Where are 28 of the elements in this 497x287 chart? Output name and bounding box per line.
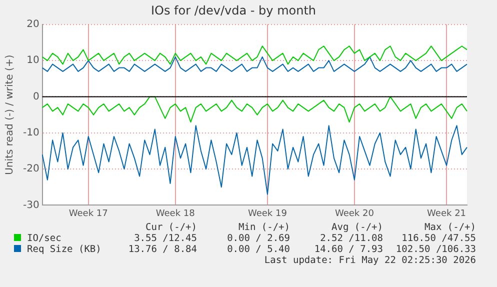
x-tick-label: Week 19 xyxy=(248,208,288,219)
y-tick-label: -10 xyxy=(22,127,40,138)
text: 13.76 / 8.84 xyxy=(128,244,197,255)
text: 2.52 /11.08 xyxy=(320,233,383,244)
text: 116.50 /47.55 xyxy=(402,233,476,244)
text: 0.00 / 2.69 xyxy=(227,233,290,244)
x-tick-label: Week 21 xyxy=(427,208,466,219)
y-tick-label: 10 xyxy=(26,55,40,66)
x-tick-label: Week 17 xyxy=(68,208,108,219)
text: 3.55 /12.45 xyxy=(134,233,197,244)
y-tick-label: -20 xyxy=(22,164,40,175)
legend-label: IO/sec xyxy=(26,233,62,244)
y-tick-label: 0 xyxy=(32,91,40,102)
text: Cur (-/+) xyxy=(146,222,197,233)
text: Max (-/+) xyxy=(424,222,476,233)
text: 14.60 / 7.93 xyxy=(314,244,383,255)
y-axis-title: Units read (-) / write (+) xyxy=(4,54,16,175)
text: 102.50 /106.33 xyxy=(396,244,476,255)
chart-title: IOs for /dev/vda - by month xyxy=(150,3,316,18)
text: 0.00 / 5.40 xyxy=(227,244,290,255)
x-tick-label: Week 18 xyxy=(156,208,196,219)
y-tick-label: 20 xyxy=(26,18,40,30)
x-tick-label: Week 20 xyxy=(334,208,374,219)
text: Avg (-/+) xyxy=(332,222,383,233)
y-tick-label: -30 xyxy=(22,200,40,211)
legend-label: Req Size (KB) xyxy=(26,244,102,255)
text: Min (-/+) xyxy=(238,222,290,233)
text: Last update: Fri May 22 02:25:30 2026 xyxy=(264,255,476,266)
